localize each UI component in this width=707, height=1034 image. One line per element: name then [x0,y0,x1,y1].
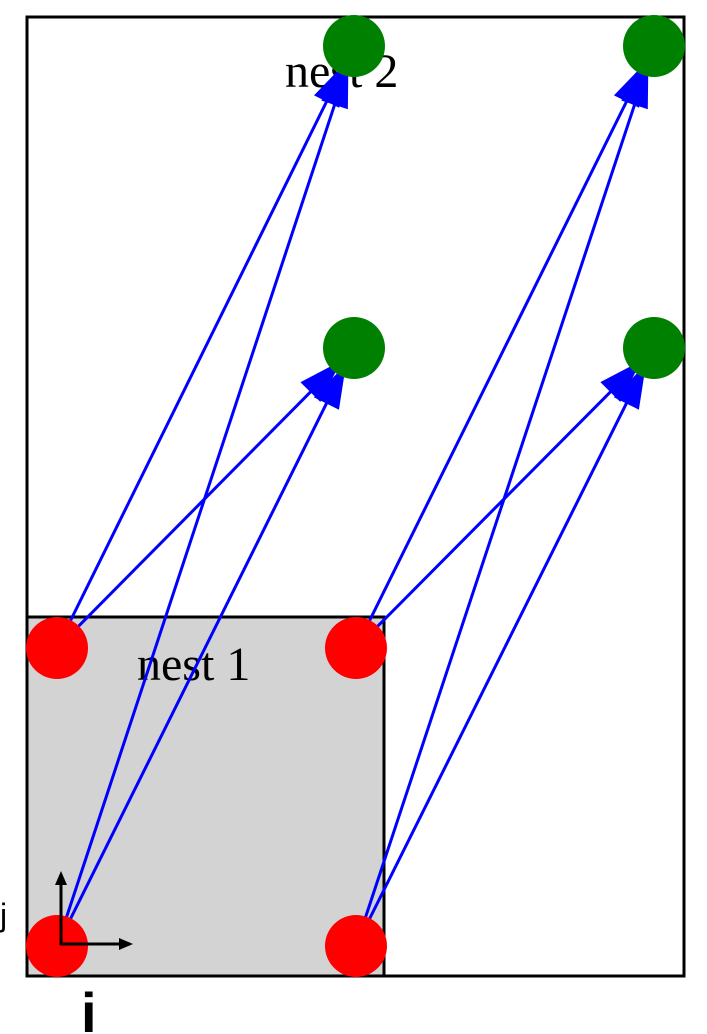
source-node-s3 [26,915,88,977]
grid-nodes [26,15,685,977]
arrowhead-s3-t1 [321,63,349,110]
arrow-line-s1-t1 [55,97,330,649]
target-node-t4 [623,317,685,379]
arrow-line-s3-t1 [55,100,338,947]
j-axis-arrowhead [55,871,67,885]
nest1-box [25,615,386,978]
source-node-s1 [26,617,88,679]
source-node-s2 [325,617,387,679]
target-node-t2 [323,317,385,379]
arrow-line-s2-t4 [354,388,615,650]
arrow-line-s4-t4 [354,399,630,947]
target-node-t3 [623,15,685,77]
arrowhead-s2-t4 [600,360,642,402]
arrowhead-s1-t2 [300,360,342,402]
arrow-line-s2-t3 [354,97,630,649]
axis-label-j: j [0,897,7,933]
arrow-edges [55,62,649,947]
target-node-t1 [323,15,385,77]
axis-label-i: i [81,981,97,1034]
i-axis-arrowhead [119,938,133,950]
arrow-line-s3-t2 [55,399,330,947]
axes-indicator: j i [0,871,133,1034]
arrowhead-s4-t4 [613,364,646,410]
nest1-label: nest 1 [137,638,250,691]
arrow-line-s4-t3 [354,100,638,947]
arrowhead-s4-t3 [621,63,649,110]
source-node-s4 [325,915,387,977]
arrow-line-s1-t2 [55,388,315,650]
arrowhead-s3-t2 [313,364,346,410]
